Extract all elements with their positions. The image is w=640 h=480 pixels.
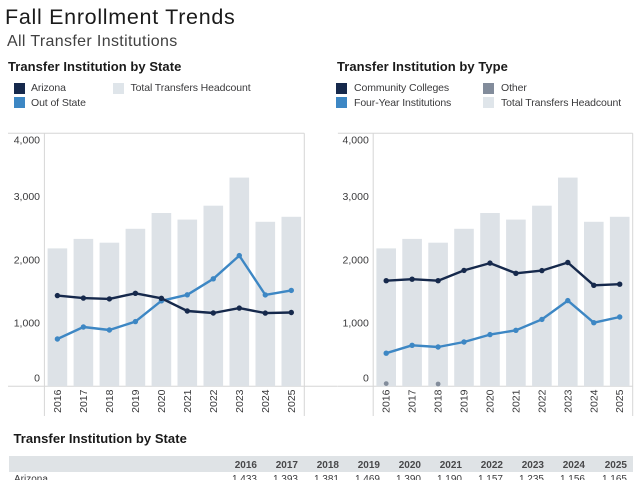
svg-text:2,000: 2,000: [14, 255, 40, 267]
svg-text:2019: 2019: [459, 389, 471, 413]
svg-text:2021: 2021: [510, 389, 522, 413]
svg-text:2023: 2023: [234, 389, 246, 413]
svg-text:2018: 2018: [433, 389, 445, 413]
svg-text:2021: 2021: [182, 389, 194, 413]
svg-text:2018: 2018: [104, 389, 116, 413]
svg-text:0: 0: [363, 373, 369, 385]
svg-text:1,000: 1,000: [343, 318, 369, 330]
svg-text:2022: 2022: [536, 389, 548, 413]
svg-text:4,000: 4,000: [343, 135, 369, 147]
svg-text:3,000: 3,000: [343, 191, 369, 203]
svg-text:2019: 2019: [130, 389, 142, 413]
svg-text:2024: 2024: [260, 389, 272, 413]
svg-text:2020: 2020: [485, 389, 497, 413]
svg-text:4,000: 4,000: [14, 135, 40, 147]
svg-text:0: 0: [34, 373, 40, 385]
svg-text:2,000: 2,000: [343, 255, 369, 267]
svg-text:3,000: 3,000: [14, 191, 40, 203]
svg-text:2020: 2020: [156, 389, 168, 413]
svg-text:2025: 2025: [614, 389, 626, 413]
svg-text:1,000: 1,000: [14, 318, 40, 330]
svg-text:2016: 2016: [381, 389, 393, 413]
svg-text:2025: 2025: [286, 389, 298, 413]
svg-text:2023: 2023: [562, 389, 574, 413]
svg-text:2017: 2017: [78, 389, 90, 413]
svg-text:2022: 2022: [208, 389, 220, 413]
svg-text:2016: 2016: [52, 389, 64, 413]
svg-text:2017: 2017: [407, 389, 419, 413]
svg-text:2024: 2024: [588, 389, 600, 413]
